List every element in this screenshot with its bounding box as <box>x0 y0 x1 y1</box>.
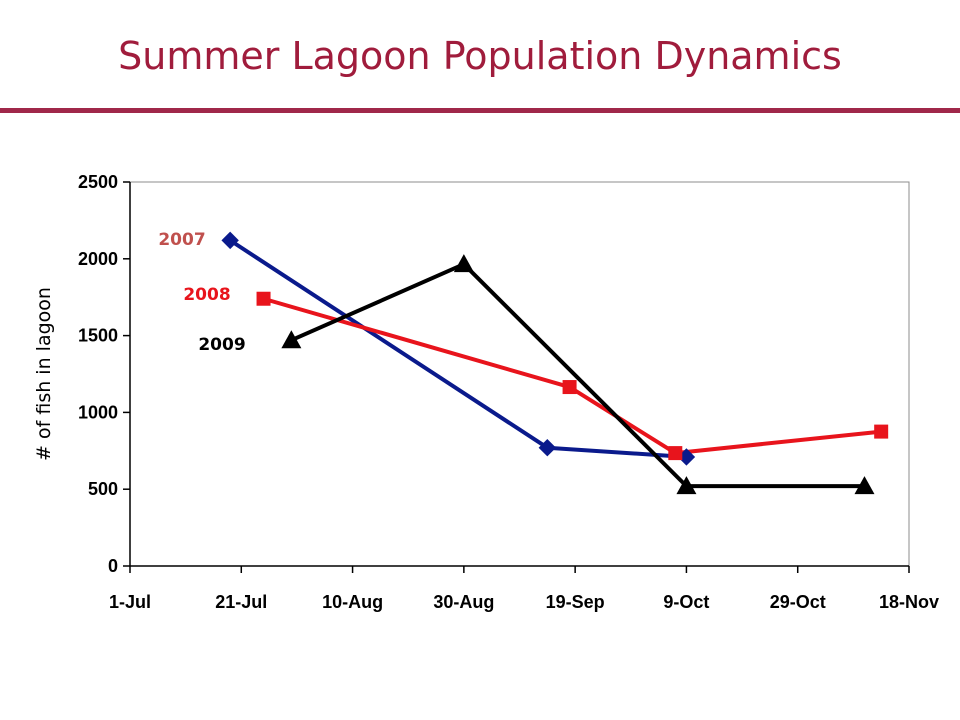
x-tick-label: 21-Jul <box>215 592 267 612</box>
x-tick-label: 10-Aug <box>322 592 383 612</box>
x-tick-label: 1-Jul <box>109 592 151 612</box>
data-point-2007 <box>221 231 239 250</box>
data-point-2008 <box>874 424 889 439</box>
x-tick-label: 9-Oct <box>663 592 709 612</box>
data-point-2009 <box>453 254 474 273</box>
series-label-2009: 2009 <box>198 335 245 355</box>
slide-title: Summer Lagoon Population Dynamics <box>118 34 842 78</box>
y-tick-label: 1500 <box>78 326 118 346</box>
series-markers <box>221 231 889 495</box>
y-tick-label: 1000 <box>78 402 118 422</box>
y-tick-label: 500 <box>88 479 118 499</box>
y-axis-title: # of fish in lagoon <box>33 287 55 461</box>
data-point-2009 <box>854 476 875 495</box>
x-tick-label: 18-Nov <box>879 592 939 612</box>
series-line-2009 <box>290 262 865 489</box>
y-tick-label: 2000 <box>78 249 118 269</box>
data-point-2008 <box>668 446 683 461</box>
data-point-2009 <box>281 330 302 349</box>
x-tick-label: 29-Oct <box>770 592 826 612</box>
y-tick-label: 0 <box>108 556 118 576</box>
series-labels: 2007 2008 2009 <box>158 230 245 355</box>
data-point-2009 <box>676 476 697 495</box>
y-tick-label: 2500 <box>78 172 118 192</box>
series-lines <box>229 238 882 489</box>
series-label-2007: 2007 <box>158 230 205 250</box>
title-rule <box>0 108 960 113</box>
x-tick-label: 19-Sep <box>546 592 605 612</box>
series-line-2007 <box>229 238 687 459</box>
series-label-2008: 2008 <box>183 285 230 305</box>
data-point-2008 <box>256 291 271 306</box>
x-tick-label: 30-Aug <box>433 592 494 612</box>
data-point-2008 <box>562 380 577 395</box>
axes: 0 500 1000 1500 2000 2500 1-Jul 21-Jul 10-Aug 30-… <box>78 172 939 612</box>
data-point-2007 <box>538 439 557 457</box>
